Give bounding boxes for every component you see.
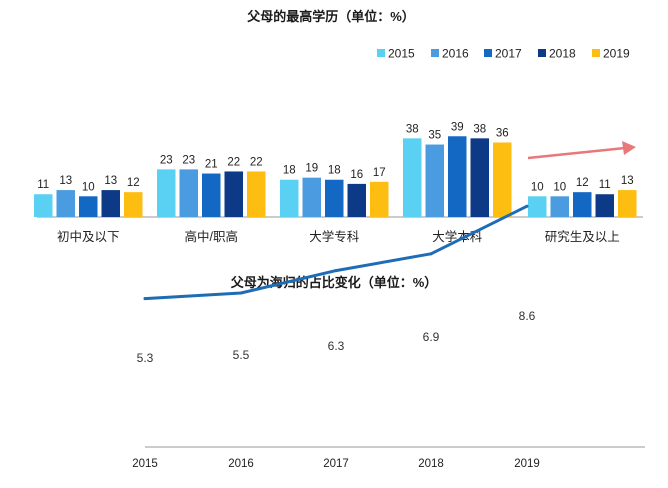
bar-2018-4	[470, 138, 489, 217]
line-value-label: 5.5	[233, 348, 250, 362]
bar-2016-1	[56, 190, 75, 217]
category-label: 初中及以下	[57, 229, 120, 244]
line-point	[429, 252, 433, 256]
bar-value-label: 13	[59, 175, 72, 187]
bar-2019-3	[370, 181, 389, 217]
bar-value-label: 38	[473, 123, 486, 135]
bar-value-label: 23	[182, 154, 195, 166]
bar-value-label: 10	[553, 181, 566, 193]
line-point	[239, 291, 243, 295]
line-series	[143, 204, 529, 301]
bar-value-label: 11	[599, 179, 611, 191]
line-value-label: 6.9	[423, 330, 440, 344]
legend-swatch-2015	[377, 49, 385, 57]
bar-value-label: 19	[305, 163, 318, 175]
bar-value-label: 18	[283, 165, 296, 177]
bar-2018-3	[347, 183, 366, 217]
legend-label-2018: 2018	[549, 47, 576, 61]
bar-2018-5	[595, 194, 614, 217]
bar-2015-2	[157, 169, 176, 217]
bar-chart: 父母的最高学历（单位：%） 2015 2016 2017 2018 2019 11 131…	[34, 9, 643, 244]
bar-group: 11 13 10 13 12 23 23 21 22 22 18 19 18 16 17 38 35 39 38 36…	[34, 121, 637, 217]
legend-swatch-2019	[592, 49, 600, 57]
line-chart: 父母为海归的占比变化（单位：%） 5.3 5.56.36.98.6 2015 201…	[132, 204, 645, 470]
bar-value-label: 23	[160, 154, 173, 166]
bar-value-label: 22	[250, 156, 263, 168]
line-point	[334, 269, 338, 273]
bar-2016-4	[425, 144, 444, 217]
line-point	[525, 204, 529, 208]
x-tick-label: 2016	[228, 458, 254, 470]
bar-value-label: 35	[428, 130, 441, 142]
legend-label-2016: 2016	[442, 47, 469, 61]
line-x-ticks: 2015 2016 2017 2018 2019	[132, 458, 540, 470]
bar-value-label: 11	[37, 179, 49, 191]
bar-value-label: 22	[227, 156, 240, 168]
bar-2019-1	[124, 192, 143, 217]
bar-value-label: 12	[127, 177, 140, 189]
trend-arrow	[527, 141, 636, 160]
category-label: 研究生及以上	[545, 229, 620, 244]
bar-2019-4	[493, 142, 512, 217]
bar-2015-3	[280, 179, 299, 217]
bar-2019-5	[618, 190, 637, 217]
bar-value-label: 36	[496, 127, 509, 139]
line-value-label: 5.3	[137, 351, 154, 365]
line-value-label: 6.3	[328, 339, 345, 353]
category-labels: 初中及以下 高中/职高 大学专科 大学本科 研究生及以上	[57, 229, 620, 244]
bar-2017-3	[325, 179, 344, 217]
bar-2015-1	[34, 194, 53, 217]
line-point	[143, 297, 147, 301]
bar-value-label: 13	[104, 175, 117, 187]
legend-label-2015: 2015	[388, 47, 415, 61]
x-tick-label: 2017	[323, 458, 349, 470]
legend-label-2019: 2019	[603, 47, 630, 61]
bar-2015-4	[403, 138, 422, 217]
bar-2017-5	[573, 192, 592, 217]
line-value-label: 8.6	[519, 309, 536, 323]
bar-value-label: 12	[576, 177, 589, 189]
bar-2018-2	[224, 171, 243, 217]
bar-2017-4	[448, 136, 467, 217]
legend-label-2017: 2017	[495, 47, 522, 61]
line-chart-title: 父母为海归的占比变化（单位：%）	[230, 275, 438, 290]
legend-swatch-2016	[431, 49, 439, 57]
x-tick-label: 2019	[514, 458, 540, 470]
legend-swatch-2017	[484, 49, 492, 57]
bar-2016-5	[550, 196, 569, 217]
legend-swatch-2018	[538, 49, 546, 57]
bar-value-label: 38	[406, 123, 419, 135]
bar-chart-title: 父母的最高学历（单位：%）	[246, 9, 415, 24]
bar-2018-1	[101, 190, 120, 217]
bar-value-label: 10	[82, 181, 95, 193]
bar-2016-2	[179, 169, 198, 217]
x-tick-label: 2015	[132, 458, 158, 470]
trend-arrow-line	[527, 146, 626, 160]
bar-value-label: 13	[621, 175, 634, 187]
bar-value-label: 16	[350, 169, 363, 181]
x-tick-label: 2018	[418, 458, 444, 470]
line-value-labels: 5.3 5.5 6.3 6.9 8.6	[137, 309, 536, 365]
category-label: 大学专科	[309, 229, 360, 244]
bar-2015-5	[528, 196, 547, 217]
bar-chart-legend: 2015 2016 2017 2018 2019	[377, 47, 630, 61]
bar-2016-3	[302, 177, 321, 217]
bar-2017-2	[202, 173, 221, 217]
bar-value-label: 17	[373, 167, 386, 179]
bar-2017-1	[79, 196, 98, 217]
bar-2019-2	[247, 171, 266, 217]
bar-value-label: 39	[451, 121, 464, 133]
bar-value-label: 21	[205, 159, 218, 171]
bar-value-label: 18	[328, 165, 341, 177]
trend-arrow-head	[622, 141, 636, 155]
category-label: 高中/职高	[185, 229, 238, 244]
bar-value-label: 10	[531, 181, 544, 193]
